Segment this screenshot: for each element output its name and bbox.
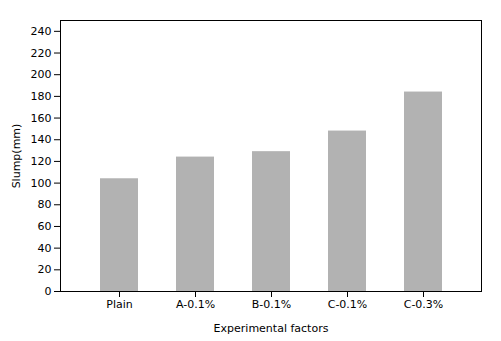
svg-text:60: 60 [38,220,52,233]
svg-text:240: 240 [31,25,52,38]
svg-text:180: 180 [31,90,52,103]
svg-text:Slump(mm): Slump(mm) [10,124,23,189]
svg-text:0: 0 [45,285,52,298]
svg-text:Plain: Plain [106,298,132,311]
svg-text:C-0.3%: C-0.3% [404,298,444,311]
svg-text:Experimental factors: Experimental factors [214,322,329,335]
svg-text:40: 40 [38,242,52,255]
svg-text:80: 80 [38,198,52,211]
svg-text:200: 200 [31,68,52,81]
svg-text:100: 100 [31,177,52,190]
svg-text:B-0.1%: B-0.1% [252,298,291,311]
svg-text:20: 20 [38,263,52,276]
svg-text:140: 140 [31,133,52,146]
svg-text:A-0.1%: A-0.1% [176,298,215,311]
svg-text:220: 220 [31,47,52,60]
svg-text:160: 160 [31,112,52,125]
svg-text:C-0.1%: C-0.1% [328,298,368,311]
svg-text:120: 120 [31,155,52,168]
